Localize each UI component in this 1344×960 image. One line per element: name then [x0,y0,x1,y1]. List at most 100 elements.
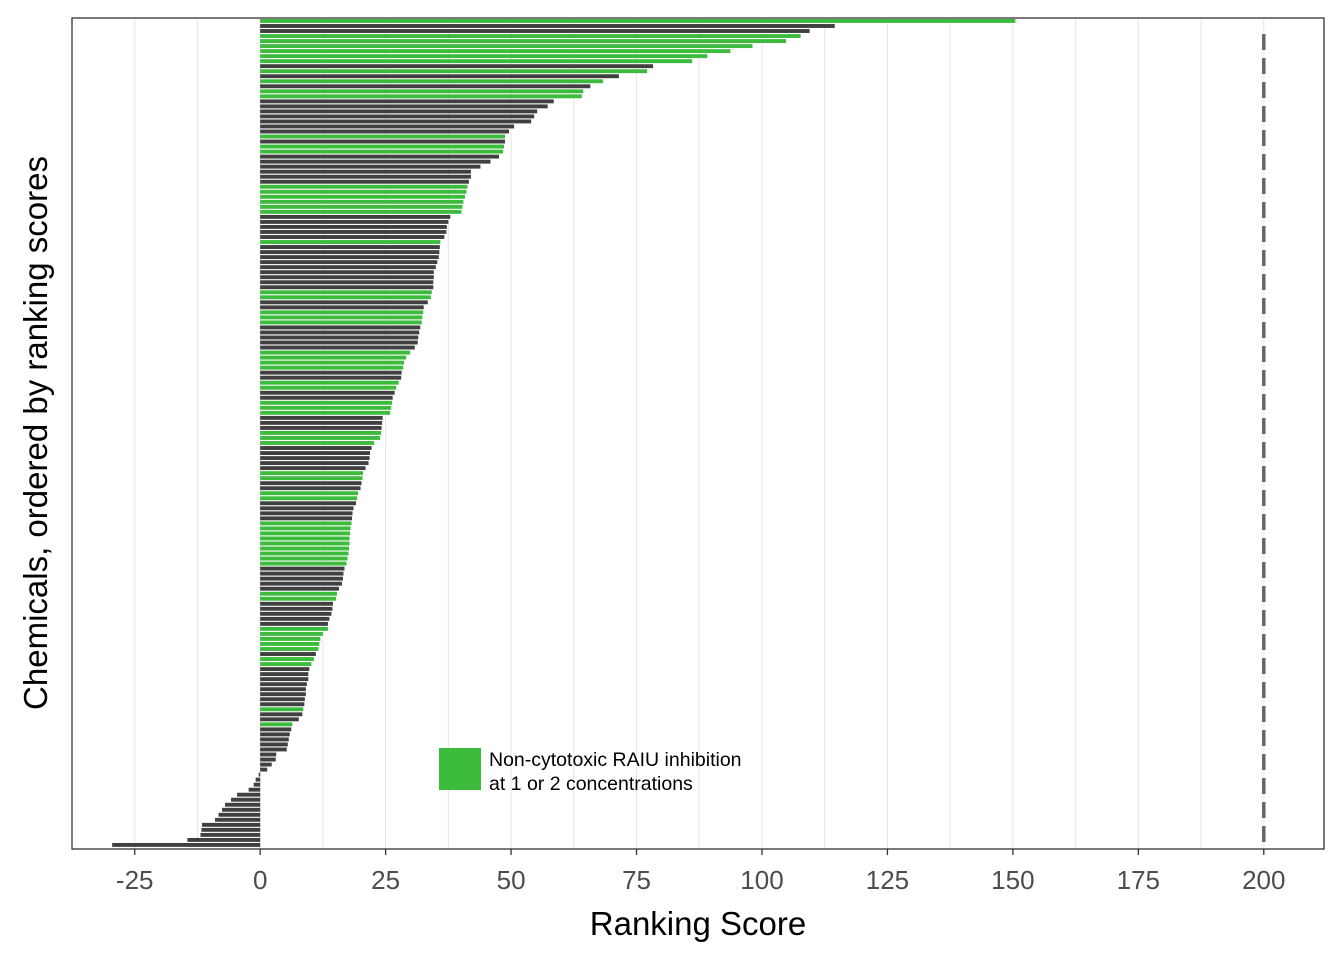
bar [215,817,261,822]
bar [260,511,353,516]
bars [112,19,1016,847]
bar [260,250,440,255]
bar [260,315,423,320]
bar [260,486,361,491]
bar [260,571,344,576]
bar [260,642,320,646]
bar [260,385,397,390]
bar [253,782,261,787]
bar [260,224,447,229]
bar [255,777,261,782]
legend-label-line1: Non-cytotoxic RAIU inhibition [489,749,742,771]
bar [260,350,411,355]
bar [201,822,261,827]
bar [260,260,438,265]
x-tick-label: 25 [371,865,400,895]
bar [260,395,393,400]
bar [260,34,801,38]
bar [260,74,619,79]
x-tick-label: 200 [1242,865,1285,895]
bar [260,355,407,360]
bar [260,491,359,496]
bar [260,611,332,616]
bar [260,481,362,486]
bar [260,310,424,315]
bar [260,149,504,154]
bar [260,722,293,727]
bar [260,461,369,466]
bar [260,375,402,380]
bar [260,757,276,762]
bar [260,596,336,601]
bar [260,551,349,556]
bar [260,767,268,772]
bar [260,476,363,481]
bar [260,134,506,139]
bar [201,827,261,832]
bar [260,430,382,435]
bar [260,742,288,747]
bar [260,521,352,526]
bar [260,240,441,244]
bar [260,762,272,767]
bar [248,787,261,792]
x-tick-label: 75 [622,865,651,895]
bar [260,345,415,350]
bar [260,446,372,450]
bar [260,546,349,551]
bar [260,410,391,415]
bar [260,174,471,179]
bar [258,772,261,777]
bar [260,270,434,275]
bar [260,621,328,626]
bar [260,99,554,104]
bar [260,179,469,184]
bar [260,687,306,692]
x-tick-label: 50 [497,865,526,895]
bar [260,209,462,214]
bar [260,144,505,149]
bar [260,420,383,425]
bar [260,89,584,94]
bar [260,84,591,89]
bar [187,837,261,842]
bar [260,441,375,445]
bar [260,109,538,114]
bar [260,631,323,636]
bar [260,415,383,420]
bar [260,380,399,385]
bar [260,340,418,345]
bar [260,164,481,169]
bar [260,49,731,54]
bar [260,566,345,571]
bar [231,797,261,802]
bar [260,471,364,476]
bar [260,245,440,250]
bar [260,280,434,285]
bar [260,370,402,375]
bar [260,114,535,119]
bar [260,194,465,199]
bar [260,712,303,717]
bar [260,305,424,310]
bar [237,792,261,797]
bar [260,59,693,64]
bar [260,169,471,174]
bar [260,360,405,365]
bar [260,727,292,732]
bar [260,717,299,722]
bar [260,44,753,49]
bar [260,24,835,28]
bar [260,591,337,596]
bar [260,697,305,702]
bar [260,325,421,330]
bar [260,586,339,591]
bar [112,842,261,847]
bar [260,732,290,737]
bar [260,184,468,189]
bar [260,405,392,410]
bar [260,320,422,325]
x-tick-label: -25 [116,865,154,895]
plot-border [71,17,1325,850]
